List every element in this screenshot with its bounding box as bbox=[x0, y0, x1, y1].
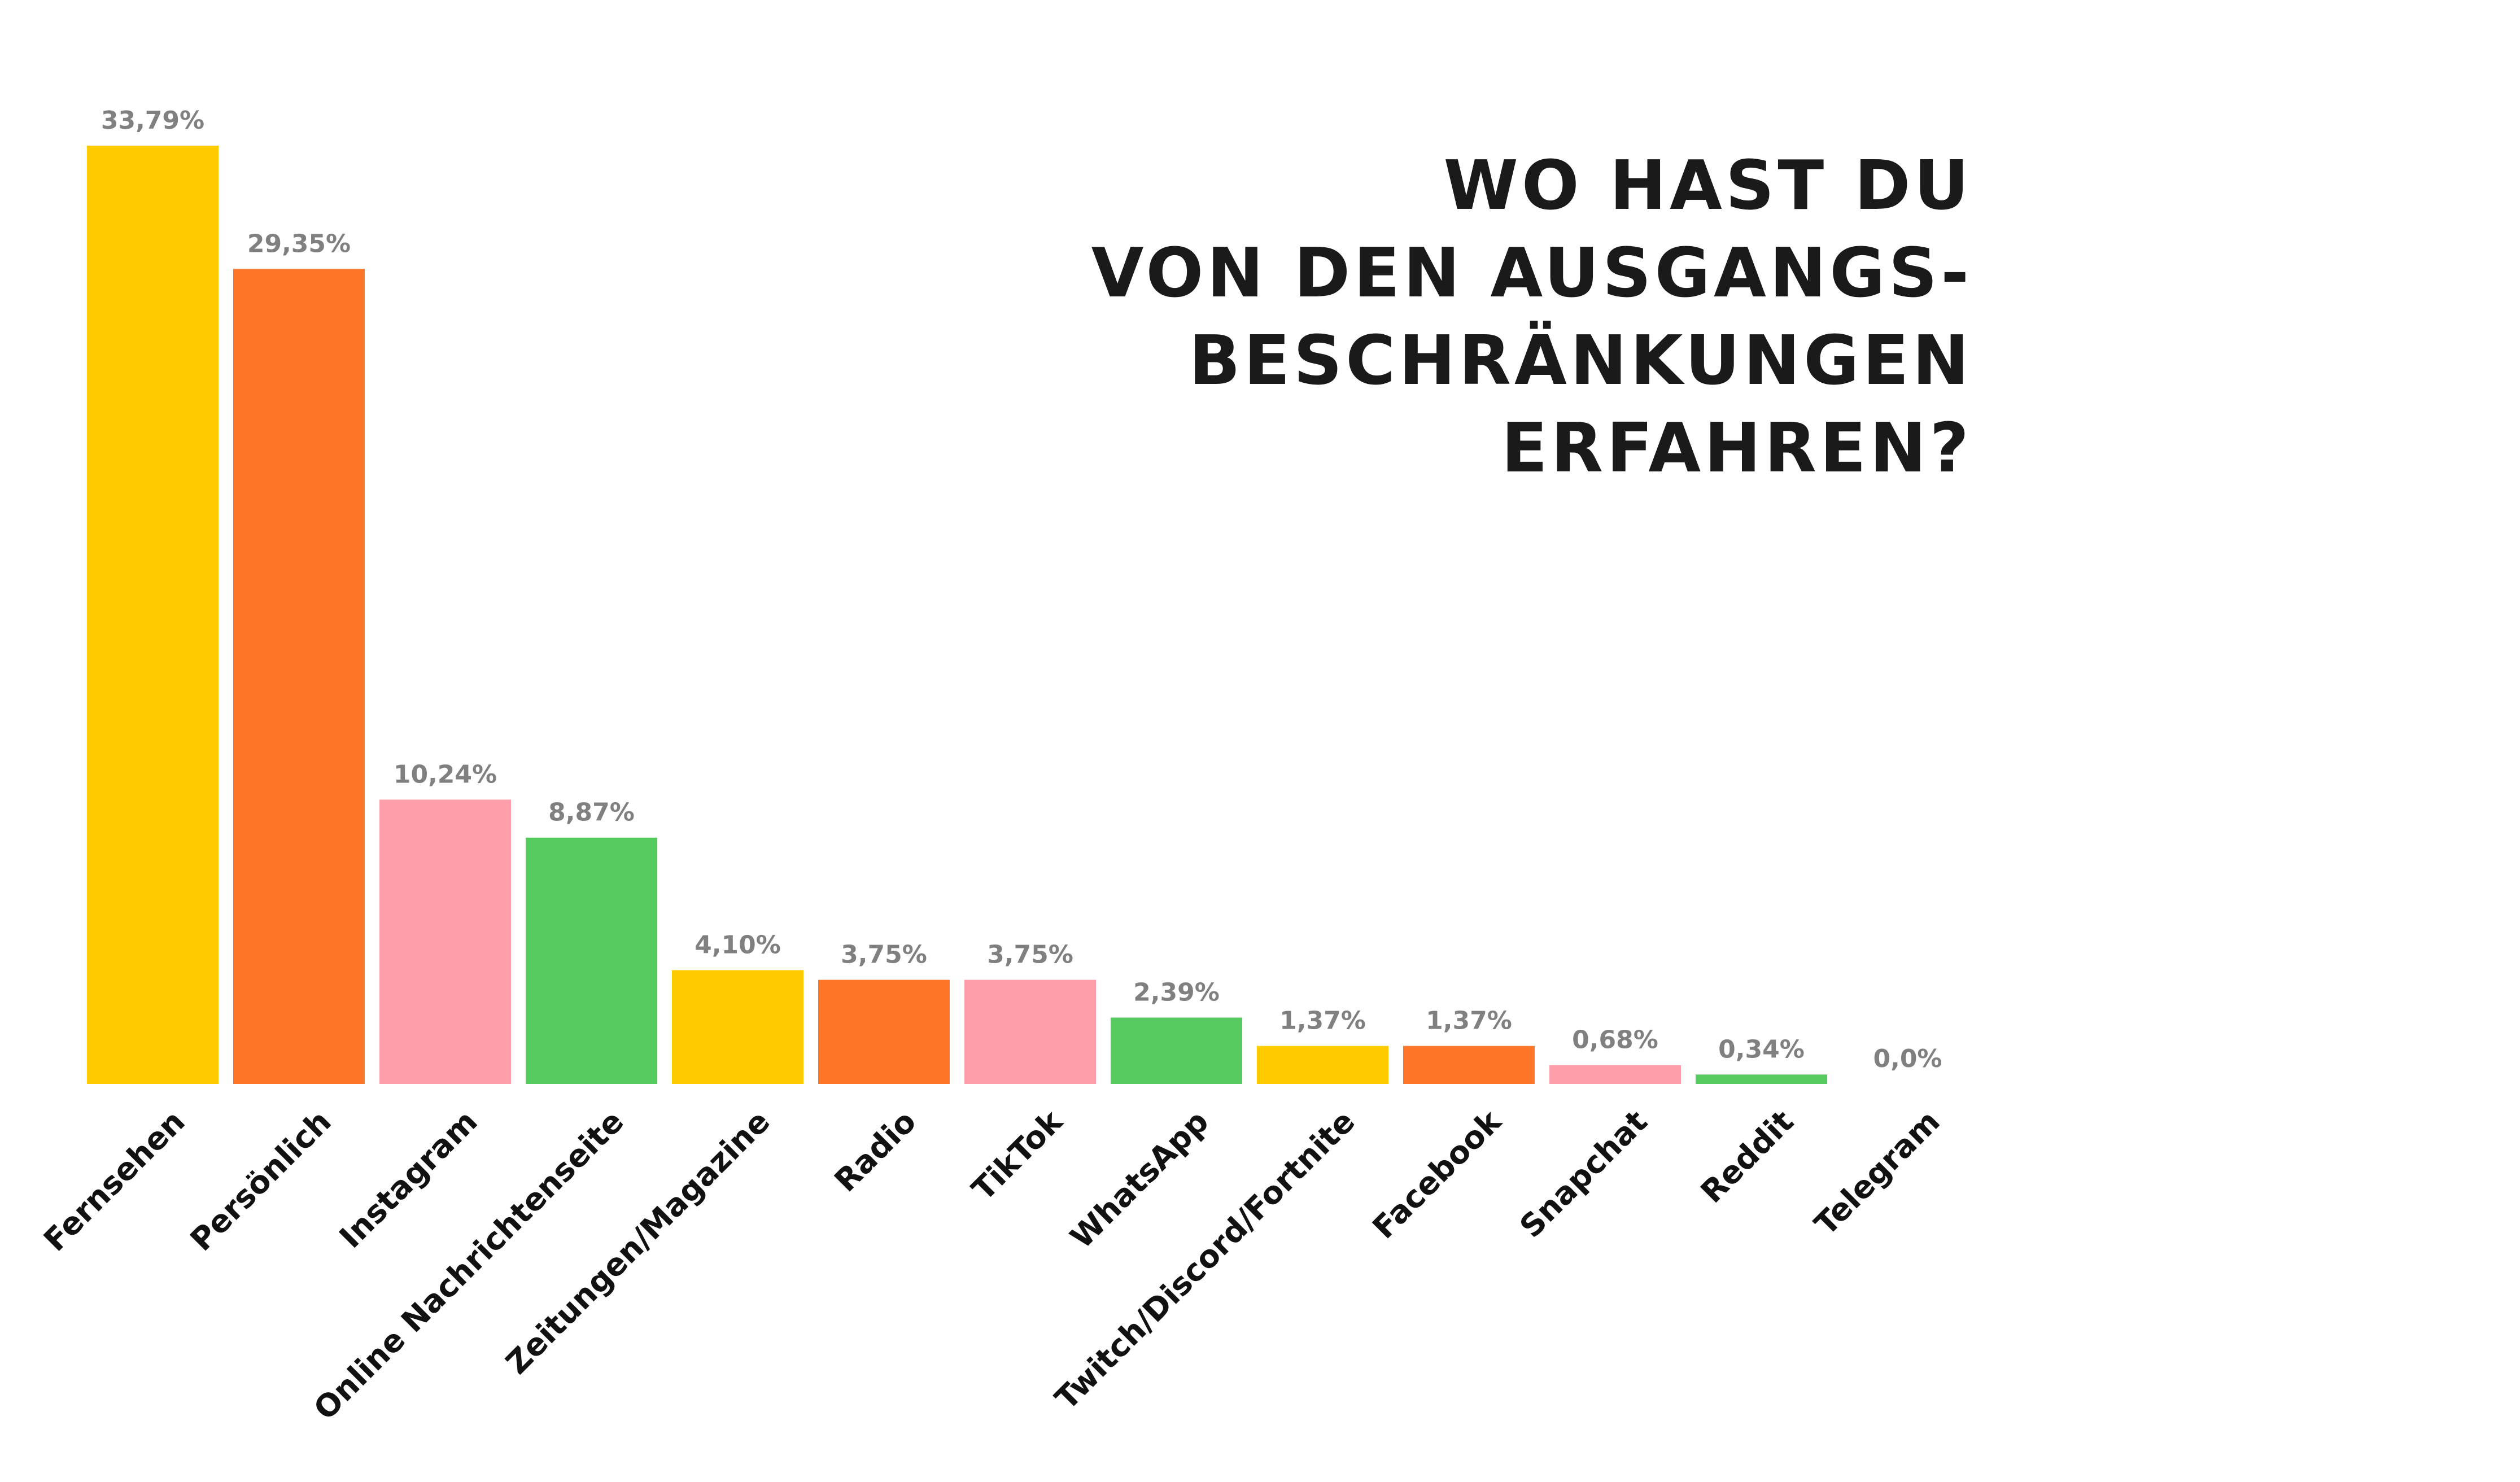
bar-online-nachrichtenseite bbox=[526, 837, 657, 1084]
value-label-facebook: 1,37% bbox=[1426, 1007, 1512, 1035]
bar-whatsapp bbox=[1111, 1017, 1242, 1084]
bar-fernsehen bbox=[87, 146, 219, 1084]
value-label-tiktok: 3,75% bbox=[987, 941, 1073, 969]
bar-radio bbox=[818, 980, 950, 1084]
value-label-snapchat: 0,68% bbox=[1572, 1026, 1658, 1055]
chart-title-line-2: VON DEN AUSGANGS- bbox=[1091, 234, 1972, 313]
value-label-instagram: 10,24% bbox=[394, 760, 497, 789]
category-label-reddit: Reddit bbox=[1694, 1103, 1801, 1210]
category-label-persönlich: Persönlich bbox=[183, 1103, 338, 1258]
value-label-telegram: 0,0% bbox=[1873, 1044, 1942, 1073]
category-label-radio: Radio bbox=[827, 1103, 923, 1199]
bar-facebook bbox=[1403, 1046, 1535, 1084]
value-label-whatsapp: 2,39% bbox=[1133, 978, 1220, 1007]
chart-title-line-1: WO HAST DU bbox=[1443, 147, 1972, 225]
bar-twitch-discord-fortnite bbox=[1257, 1046, 1388, 1084]
value-label-twitch-discord-fortnite: 1,37% bbox=[1279, 1007, 1366, 1035]
category-label-telegram: Telegram bbox=[1807, 1103, 1946, 1242]
category-label-whatsapp: WhatsApp bbox=[1063, 1103, 1216, 1256]
category-label-instagram: Instagram bbox=[333, 1103, 484, 1255]
bar-reddit bbox=[1696, 1074, 1827, 1084]
bar-instagram bbox=[379, 799, 511, 1084]
value-label-zeitungen-magazine: 4,10% bbox=[695, 930, 781, 959]
category-label-tiktok: TikTok bbox=[965, 1103, 1070, 1208]
bar-snapchat bbox=[1549, 1065, 1681, 1084]
value-label-online-nachrichtenseite: 8,87% bbox=[548, 798, 635, 827]
value-label-persönlich: 29,35% bbox=[247, 229, 351, 258]
category-label-facebook: Facebook bbox=[1365, 1103, 1508, 1245]
value-label-radio: 3,75% bbox=[841, 941, 927, 969]
value-label-reddit: 0,34% bbox=[1718, 1035, 1805, 1064]
category-label-online-nachrichtenseite: Online Nachrichtenseite bbox=[307, 1103, 631, 1427]
category-label-fernsehen: Fernsehen bbox=[37, 1103, 192, 1258]
bar-zeitungen-magazine bbox=[672, 970, 803, 1084]
category-label-snapchat: Snapchat bbox=[1513, 1103, 1654, 1245]
bars-group bbox=[87, 146, 1827, 1085]
chart-title-line-3: BESCHRÄNKUNGEN bbox=[1189, 322, 1972, 400]
category-label-zeitungen-magazine: Zeitungen/Magazine bbox=[499, 1103, 776, 1381]
bar-persönlich bbox=[233, 269, 365, 1085]
value-labels-group: 33,79% 29,35% 10,24% 8,87% 4,10% 3,75% 3,75% 2,… bbox=[101, 106, 1942, 1073]
chart-title: WO HAST DU VON DEN AUSGANGS- BESCHRÄNKUN… bbox=[1091, 142, 1972, 492]
category-label-twitch-discord-fortnite: Twitch/Discord/Fortnite bbox=[1048, 1103, 1362, 1417]
bar-tiktok bbox=[964, 980, 1096, 1084]
chart-title-line-4: ERFAHREN? bbox=[1501, 409, 1972, 488]
value-label-fernsehen: 33,79% bbox=[101, 106, 204, 135]
